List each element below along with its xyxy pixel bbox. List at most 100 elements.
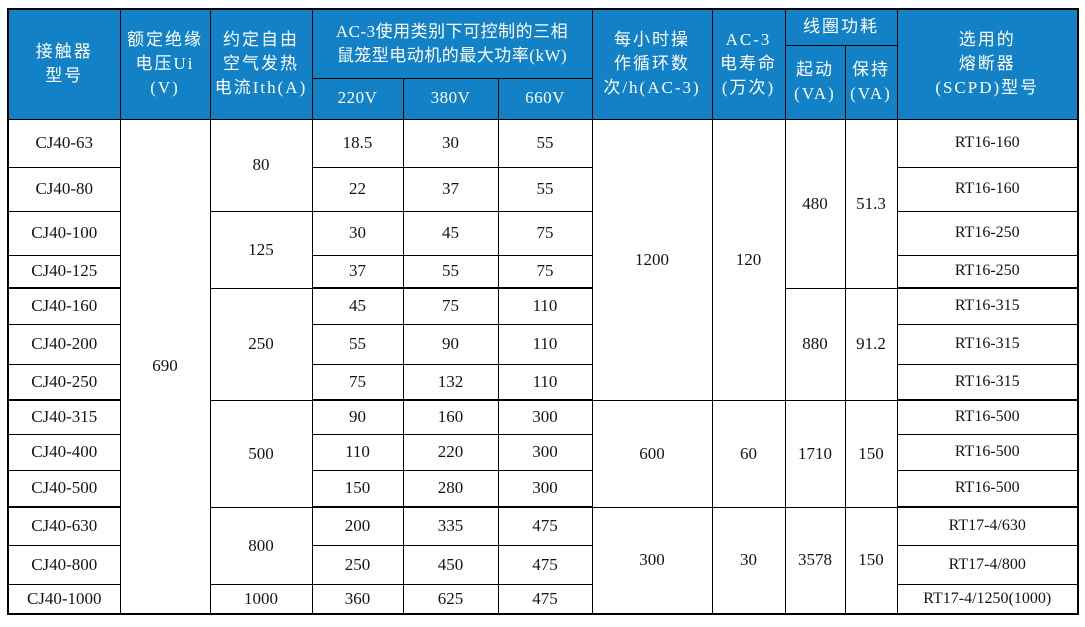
cell-ith: 500 <box>209 399 313 508</box>
cell-power-380: 335 <box>402 506 499 546</box>
cell-power-380: 625 <box>402 583 499 615</box>
cell-fuse: RT17-4/800 <box>896 544 1079 585</box>
cell-power-380: 160 <box>402 399 499 435</box>
cell-fuse: RT17-4/1250(1000) <box>896 583 1079 615</box>
cell-power-380: 55 <box>402 254 499 289</box>
cell-power-220: 75 <box>311 363 404 401</box>
cell-power-660: 475 <box>497 506 593 546</box>
cell-fuse: RT16-500 <box>896 399 1079 435</box>
cell-power-220: 37 <box>311 254 404 289</box>
header-ac3-electrical-life: AC-3 电寿命 (万次) <box>711 8 786 120</box>
header-contactor-model: 接触器 型号 <box>7 8 121 120</box>
cell-power-660: 75 <box>497 254 593 289</box>
cell-model: CJ40-800 <box>7 544 121 585</box>
cell-model: CJ40-400 <box>7 433 121 471</box>
table-row: CJ40-200 55 90 110 RT16-315 <box>7 323 1079 365</box>
cell-fuse: RT16-250 <box>896 210 1079 256</box>
cell-power-660: 300 <box>497 399 593 435</box>
cell-power-220: 30 <box>311 210 404 256</box>
cell-model: CJ40-160 <box>7 287 121 325</box>
header-380v: 380V <box>402 77 499 120</box>
cell-power-660: 110 <box>497 323 593 365</box>
cell-model: CJ40-200 <box>7 323 121 365</box>
cell-ith: 250 <box>209 287 313 401</box>
cell-power-220: 22 <box>311 166 404 212</box>
cell-model: CJ40-125 <box>7 254 121 289</box>
cell-model: CJ40-1000 <box>7 583 121 615</box>
cell-power-380: 37 <box>402 166 499 212</box>
cell-power-220: 55 <box>311 323 404 365</box>
cell-model: CJ40-315 <box>7 399 121 435</box>
cell-coil-hold: 51.3 <box>844 118 898 289</box>
cell-power-380: 45 <box>402 210 499 256</box>
cell-coil-start: 880 <box>784 287 846 401</box>
cell-fuse: RT16-250 <box>896 254 1079 289</box>
cell-fuse: RT16-315 <box>896 323 1079 365</box>
cell-power-660: 55 <box>497 118 593 168</box>
cell-model: CJ40-80 <box>7 166 121 212</box>
cell-cycles: 600 <box>591 399 713 508</box>
cell-power-660: 110 <box>497 287 593 325</box>
cell-power-660: 300 <box>497 469 593 508</box>
cell-power-220: 90 <box>311 399 404 435</box>
cell-cycles: 300 <box>591 506 713 615</box>
header-cycles-per-hour: 每小时操 作循环数 次/h(AC-3) <box>591 8 713 120</box>
cell-power-220: 18.5 <box>311 118 404 168</box>
cell-cycles: 1200 <box>591 118 713 401</box>
cell-life: 30 <box>711 506 786 615</box>
cell-coil-start: 3578 <box>784 506 846 615</box>
cell-fuse: RT16-500 <box>896 433 1079 471</box>
cell-life: 60 <box>711 399 786 508</box>
cell-model: CJ40-63 <box>7 118 121 168</box>
cell-power-220: 110 <box>311 433 404 471</box>
cell-power-660: 55 <box>497 166 593 212</box>
table-row: CJ40-125 37 55 75 RT16-250 <box>7 254 1079 289</box>
cell-ith: 80 <box>209 118 313 212</box>
cell-power-380: 75 <box>402 287 499 325</box>
cell-power-220: 360 <box>311 583 404 615</box>
cell-power-220: 45 <box>311 287 404 325</box>
cell-power-660: 75 <box>497 210 593 256</box>
contactor-spec-table: 接触器 型号 额定绝缘 电压Ui (V) 约定自由 空气发热 电流Ith(A) … <box>7 8 1079 615</box>
cell-fuse: RT16-315 <box>896 363 1079 401</box>
cell-power-380: 220 <box>402 433 499 471</box>
cell-power-380: 90 <box>402 323 499 365</box>
table-row: CJ40-100 125 30 45 75 RT16-250 <box>7 210 1079 289</box>
cell-model: CJ40-100 <box>7 210 121 256</box>
table-row: CJ40-630 800 200 335 475 300 30 3578 150… <box>7 506 1079 615</box>
table-row: CJ40-1000 1000 360 625 475 RT17-4/1250(1… <box>7 583 1079 615</box>
cell-life: 120 <box>711 118 786 401</box>
cell-power-380: 280 <box>402 469 499 508</box>
cell-model: CJ40-630 <box>7 506 121 546</box>
header-thermal-current: 约定自由 空气发热 电流Ith(A) <box>209 8 313 120</box>
cell-model: CJ40-250 <box>7 363 121 401</box>
cell-power-220: 250 <box>311 544 404 585</box>
cell-fuse: RT16-315 <box>896 287 1079 325</box>
cell-fuse: RT16-160 <box>896 166 1079 212</box>
header-220v: 220V <box>311 77 404 120</box>
cell-ith: 800 <box>209 506 313 585</box>
cell-fuse: RT16-500 <box>896 469 1079 508</box>
table-row: CJ40-800 250 450 475 RT17-4/800 <box>7 544 1079 585</box>
table-row: CJ40-250 75 132 110 RT16-315 <box>7 363 1079 401</box>
header-coil-start: 起动 (VA) <box>784 44 846 120</box>
header-rated-insulation-voltage: 额定绝缘 电压Ui (V) <box>119 8 211 120</box>
cell-power-660: 110 <box>497 363 593 401</box>
header-coil-power: 线圈功耗 <box>784 8 898 46</box>
cell-ith: 1000 <box>209 583 313 615</box>
cell-ith: 125 <box>209 210 313 289</box>
cell-coil-hold: 91.2 <box>844 287 898 401</box>
table-row: CJ40-63 690 80 18.5 30 55 1200 120 480 5… <box>7 118 1079 615</box>
table-row: CJ40-315 500 90 160 300 600 60 1710 150 … <box>7 399 1079 508</box>
cell-model: CJ40-500 <box>7 469 121 508</box>
cell-power-660: 300 <box>497 433 593 471</box>
cell-coil-start: 1710 <box>784 399 846 508</box>
cell-fuse: RT17-4/630 <box>896 506 1079 546</box>
table-row: CJ40-80 22 37 55 RT16-160 <box>7 166 1079 212</box>
datasheet-page: 接触器 型号 额定绝缘 电压Ui (V) 约定自由 空气发热 电流Ith(A) … <box>0 8 1085 627</box>
table-row: CJ40-160 250 45 75 110 880 91.2 RT16-315 <box>7 287 1079 401</box>
cell-coil-hold: 150 <box>844 506 898 615</box>
cell-coil-hold: 150 <box>844 399 898 508</box>
cell-power-380: 30 <box>402 118 499 168</box>
cell-rated-voltage: 690 <box>119 118 211 615</box>
